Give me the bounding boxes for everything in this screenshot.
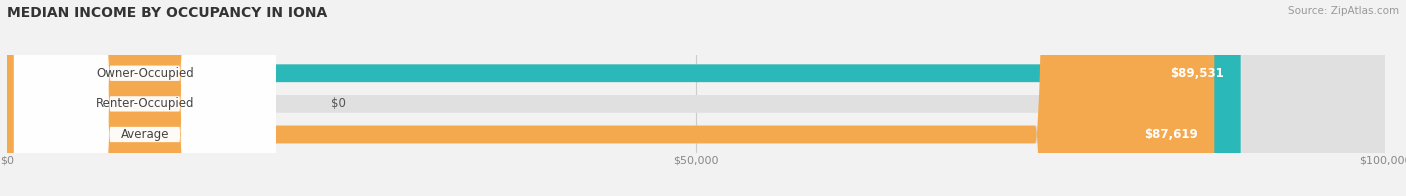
Text: $87,619: $87,619 (1144, 128, 1198, 141)
FancyBboxPatch shape (7, 0, 1240, 196)
FancyBboxPatch shape (14, 0, 276, 196)
Text: Renter-Occupied: Renter-Occupied (96, 97, 194, 110)
Text: Average: Average (121, 128, 169, 141)
Text: Source: ZipAtlas.com: Source: ZipAtlas.com (1288, 6, 1399, 16)
FancyBboxPatch shape (7, 0, 1385, 196)
Text: MEDIAN INCOME BY OCCUPANCY IN IONA: MEDIAN INCOME BY OCCUPANCY IN IONA (7, 6, 328, 20)
FancyBboxPatch shape (7, 0, 1215, 196)
Text: Owner-Occupied: Owner-Occupied (96, 67, 194, 80)
FancyBboxPatch shape (7, 0, 1385, 196)
Text: $89,531: $89,531 (1170, 67, 1225, 80)
FancyBboxPatch shape (14, 0, 276, 196)
FancyBboxPatch shape (14, 0, 276, 196)
FancyBboxPatch shape (7, 0, 48, 196)
Text: $0: $0 (330, 97, 346, 110)
FancyBboxPatch shape (7, 0, 1385, 196)
